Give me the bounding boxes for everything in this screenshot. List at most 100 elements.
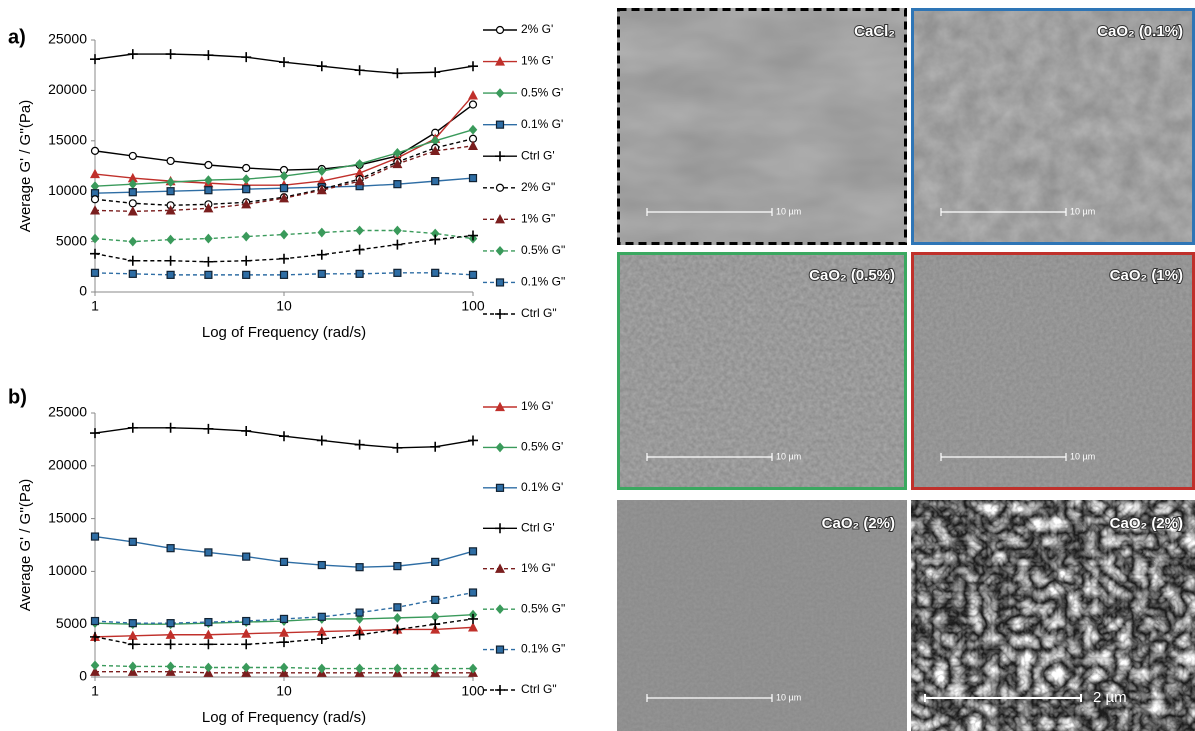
x-tick-label: 100 [461,298,485,314]
point [166,187,175,196]
sem-texture [911,500,1195,731]
point [468,61,478,72]
point [317,166,327,176]
point [242,616,251,626]
y-axis-label: Average G' / G''(Pa) [17,479,34,612]
point [431,557,440,566]
point [241,231,251,242]
point [128,199,137,208]
legend-marker [495,401,505,412]
point [393,268,402,277]
point [279,57,289,68]
point [127,206,138,216]
x-tick-label: 100 [461,683,485,699]
point [203,629,214,639]
point [468,622,478,632]
point [317,663,327,674]
point [166,234,175,245]
legend-label: 2% G' [521,22,553,36]
point [127,422,138,433]
point [165,629,176,639]
y-axis-label: Average G' / G''(Pa) [17,100,34,233]
point [279,637,289,648]
scale-bar [646,208,773,216]
point [166,270,175,279]
point [204,548,213,557]
point [468,100,478,109]
point [431,177,440,186]
x-tick-label: 1 [91,298,99,314]
series-line [94,103,474,171]
point [204,186,213,195]
sem-label: CaCl₂ [854,23,895,40]
point [279,192,289,203]
point [203,667,214,677]
point [165,255,176,266]
point [90,54,100,65]
legend-label: 0.5% G' [521,440,563,454]
sem-label: CaO₂ (0.5%) [809,267,895,284]
point [317,560,326,570]
point [203,639,214,650]
point [90,660,100,671]
scale-label: 10 µm [776,692,801,702]
point [242,270,251,279]
point [279,614,289,624]
sem-border [617,252,907,490]
point [279,627,289,637]
sem-image: CaO₂ (2%) 10 µm [617,500,907,731]
point [430,624,441,634]
legend-label: 0.5% G' [521,85,563,99]
point [393,225,402,236]
point [127,255,138,266]
y-tick-label: 0 [79,283,87,299]
point [279,431,289,442]
point [316,633,327,644]
point [430,663,440,674]
legend-marker [495,523,505,534]
point [203,423,214,434]
point [279,662,289,673]
point [468,435,478,446]
scale-bar [646,694,773,702]
point [165,639,176,650]
point [355,663,364,674]
legend-label: 1% G" [521,212,555,226]
point [354,629,365,640]
point [392,624,403,635]
x-axis-label: Log of Frequency (rad/s) [202,709,366,726]
point [468,124,478,135]
point [355,608,364,617]
point [166,177,175,188]
y-tick-label: 5000 [56,615,87,631]
point [166,619,175,628]
point [392,158,403,169]
legend-marker [495,442,505,453]
point [90,195,100,204]
point [393,612,402,623]
point [393,603,402,612]
sem-label: CaO₂ (0.1%) [1097,23,1183,40]
point [430,619,441,630]
legend-marker [495,183,505,192]
sem-texture [911,8,1195,245]
point [204,617,213,627]
point [355,269,364,278]
point [128,537,137,546]
point [90,248,100,259]
point [241,174,251,185]
x-tick-label: 10 [276,683,292,699]
legend-marker [495,483,505,492]
point [90,631,100,642]
point [430,67,441,78]
legend-marker [495,25,505,35]
point [355,225,364,236]
point [468,588,478,597]
point [468,173,478,183]
point [354,65,365,76]
point [127,49,138,60]
sem-label: CaO₂ (1%) [1110,267,1183,284]
point [203,203,214,213]
point [279,229,289,240]
point [241,667,252,677]
